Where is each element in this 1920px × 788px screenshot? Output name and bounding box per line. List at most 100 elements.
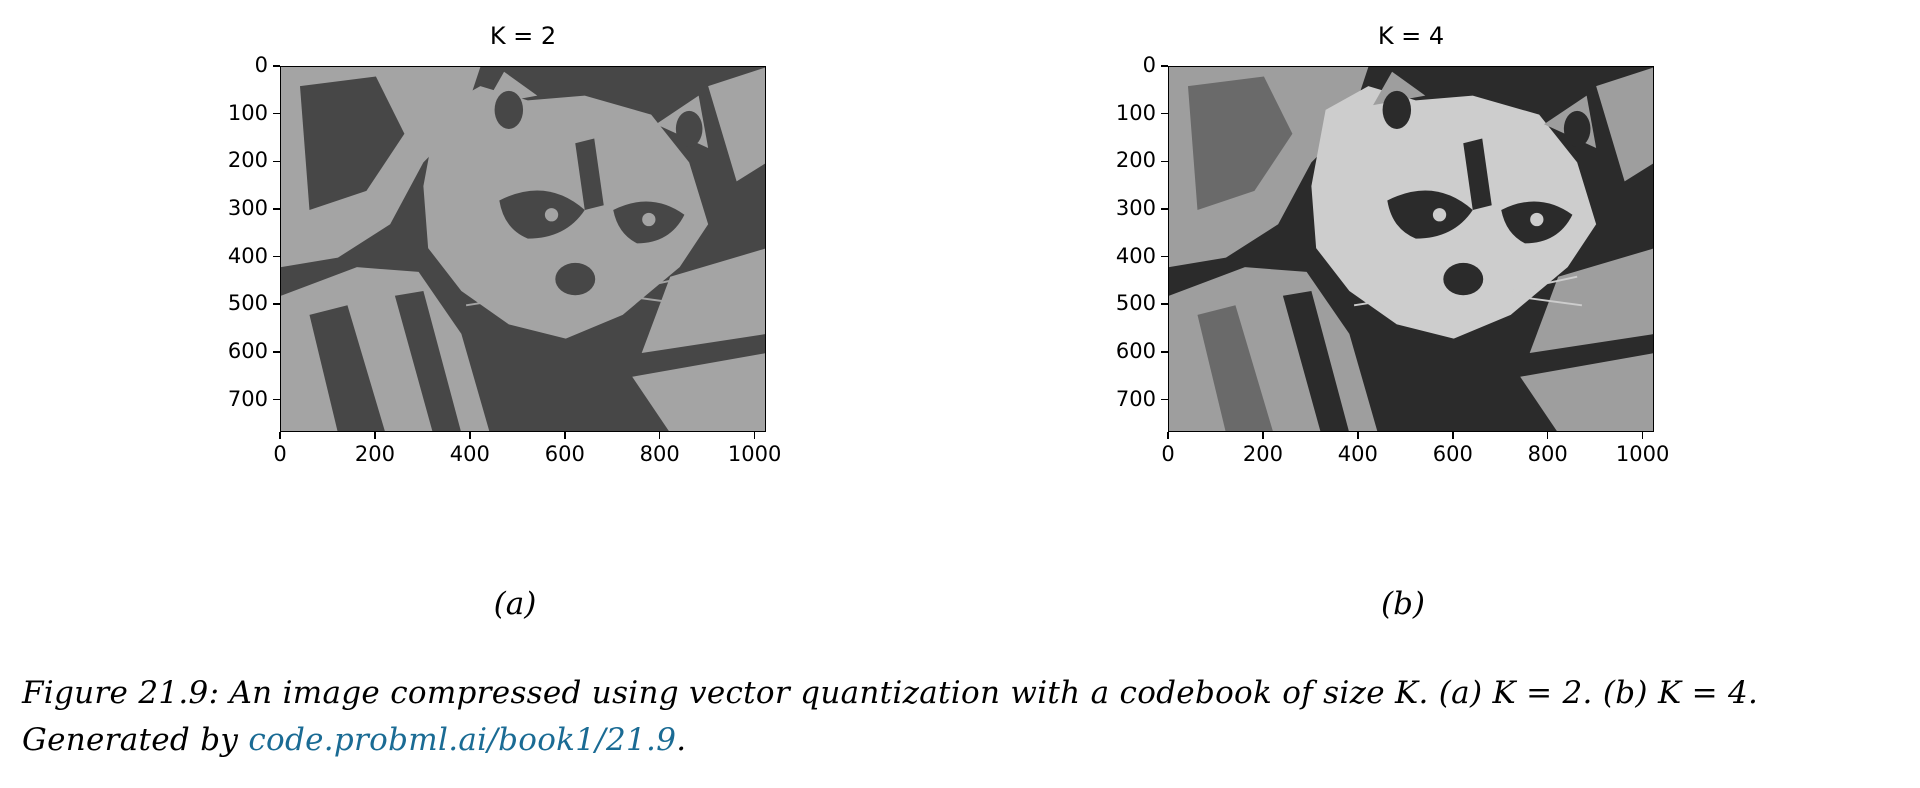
left-ear <box>1373 71 1426 106</box>
panel-b-xtick-label: 600 <box>1432 442 1473 466</box>
panel-b-ytick-label: 300 <box>1115 195 1156 220</box>
panel-a-image <box>280 66 766 432</box>
whisker <box>1353 294 1416 307</box>
panel-a-ytick-mark <box>273 208 280 210</box>
leaves-top-right <box>708 67 765 182</box>
panel-a-xtick-label: 200 <box>354 442 395 466</box>
whisker <box>461 271 529 292</box>
caption-text: Figure 21.9: An image compressed using v… <box>22 675 1759 758</box>
left-eye-mask <box>1387 190 1473 239</box>
panel-a-ytick-label: 300 <box>227 195 268 220</box>
panel-b-xtick-label: 800 <box>1527 442 1568 466</box>
left-ear-inner <box>1382 90 1412 129</box>
panel-b-ytick-label: 0 <box>1142 53 1156 77</box>
panel-a-ytick-mark <box>273 112 280 115</box>
forehead-stripe <box>1463 138 1492 210</box>
panel-a-ytick-label: 700 <box>227 386 268 411</box>
panel-a-xtick-mark <box>658 432 661 439</box>
whisker <box>1510 275 1578 292</box>
whisker <box>622 294 695 307</box>
panel-a-ytick-label: 600 <box>227 338 268 363</box>
caption-link[interactable]: code.probml.ai/book1/21.9 <box>248 722 677 758</box>
panel-b-xtick-label: 0 <box>1161 442 1175 466</box>
whisker <box>622 275 690 292</box>
panel-b-ytick-mark <box>1161 208 1168 210</box>
panel-a-xtick-mark <box>753 432 756 439</box>
panel-b-xtick-label: 1000 <box>1615 442 1670 466</box>
left-ear <box>485 71 538 106</box>
panel-a-ytick-label: 400 <box>227 243 268 268</box>
panel-a-xtick-label: 800 <box>639 442 680 466</box>
fur-shadow-region <box>1187 76 1293 210</box>
panel-b-ytick-mark <box>1161 112 1168 115</box>
panel-b-ytick-label: 700 <box>1115 386 1156 411</box>
whisker <box>465 294 528 307</box>
figure-caption: Figure 21.9: An image compressed using v… <box>22 670 1902 764</box>
leaf-shadow-2 <box>394 290 461 431</box>
panel-b-xtick-mark <box>1546 432 1549 439</box>
panel-b-xtick-label: 400 <box>1337 442 1378 466</box>
panel-b-ytick-mark <box>1161 303 1168 306</box>
panel-a-ytick-label: 500 <box>227 291 268 316</box>
right-ear-inner <box>1563 110 1591 148</box>
palm-leaves-right <box>641 248 765 353</box>
leaf-shadow-1 <box>309 305 385 431</box>
leaf-shadow-2 <box>1282 290 1349 431</box>
nose <box>1443 262 1484 296</box>
panel-a-xtick-mark <box>374 432 376 439</box>
panel-b-ytick-label: 500 <box>1115 291 1156 316</box>
panel-b-ytick-mark <box>1161 65 1168 67</box>
panel-a-xtick-label: 400 <box>449 442 490 466</box>
left-eye-mask <box>499 190 585 239</box>
panel-b-ytick-label: 100 <box>1115 100 1156 125</box>
fur-shadow-region <box>299 76 405 210</box>
panel-b-xtick-label: 200 <box>1242 442 1283 466</box>
panel-a-label: (a) <box>493 586 537 622</box>
panel-b-xtick-mark <box>1641 432 1644 439</box>
raccoon-image-k4 <box>1169 67 1653 431</box>
panel-b-xtick-mark <box>1167 432 1169 439</box>
panel-b-title: K = 4 <box>1377 22 1445 50</box>
panel-a-ytick-label: 100 <box>227 100 268 125</box>
panel-b-image <box>1168 66 1654 432</box>
panel-a-xtick-mark <box>469 432 471 439</box>
whisker <box>1510 294 1583 307</box>
right-ear-inner <box>675 110 703 148</box>
panel-b-xtick-mark <box>1451 432 1454 439</box>
panel-b-ytick-mark <box>1161 255 1168 258</box>
panel-b-ytick-mark <box>1161 351 1168 353</box>
panel-a-xtick-label: 0 <box>273 442 287 466</box>
panel-a-xtick-label: 600 <box>544 442 585 466</box>
caption-period: . <box>676 722 687 758</box>
panel-b-ytick-mark <box>1161 398 1168 401</box>
right-eye-glint <box>642 212 656 227</box>
right-eye-glint <box>1530 212 1544 227</box>
panel-a-ytick-mark <box>273 65 280 67</box>
leaf-shadow-1 <box>1197 305 1273 431</box>
panel-a-ytick-label: 0 <box>254 53 268 77</box>
palm-leaves-right <box>1529 248 1653 353</box>
panel-b-ytick-label: 600 <box>1115 338 1156 363</box>
forehead-stripe <box>575 138 604 210</box>
palm-leaves-bottom-right <box>632 353 765 431</box>
raccoon-image-k2 <box>281 67 765 431</box>
panel-a-ytick-mark <box>273 351 280 353</box>
nose <box>555 262 596 296</box>
panel-b-label: (b) <box>1380 586 1426 622</box>
panel-b-ytick-label: 200 <box>1115 148 1156 173</box>
left-eye-glint <box>1432 208 1447 222</box>
left-eye-glint <box>544 208 559 222</box>
left-ear-inner <box>494 90 524 129</box>
panel-b-ytick-mark <box>1161 160 1168 163</box>
panel-a-title: K = 2 <box>489 22 557 50</box>
panel-a-xtick-label: 1000 <box>727 442 782 466</box>
panel-b-xtick-mark <box>1357 432 1359 439</box>
panel-a-xtick-mark <box>279 432 281 439</box>
panel-a-ytick-mark <box>273 398 280 401</box>
panel-b-ytick-label: 400 <box>1115 243 1156 268</box>
panel-a-ytick-mark <box>273 255 280 258</box>
panel-a-ytick-label: 200 <box>227 148 268 173</box>
panel-a-ytick-mark <box>273 160 280 163</box>
leaves-top-right <box>1596 67 1653 182</box>
panel-a-ytick-mark <box>273 303 280 306</box>
